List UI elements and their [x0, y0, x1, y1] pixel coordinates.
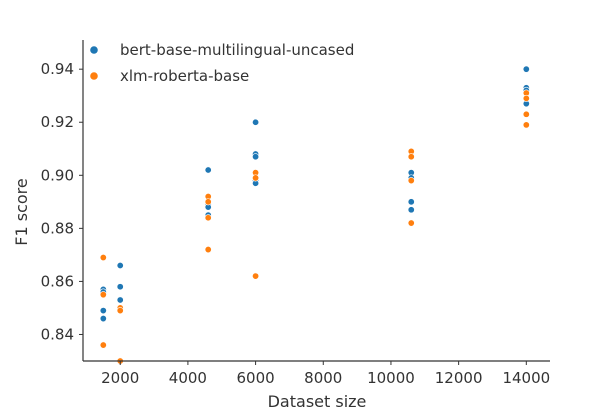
data-point [252, 153, 260, 161]
data-point [204, 166, 212, 174]
y-tick-label: 0.94 [41, 60, 74, 78]
x-tick-label: 10000 [367, 369, 415, 387]
y-tick-label: 0.88 [41, 219, 74, 237]
data-point [99, 291, 107, 299]
data-point [522, 110, 530, 118]
x-tick-label: 2000 [101, 369, 139, 387]
y-axis-label: F1 score [12, 178, 31, 245]
data-point [522, 65, 530, 73]
data-point [407, 219, 415, 227]
y-tick-labels: 0.84 0.86 0.88 0.90 0.92 0.94 [41, 60, 83, 343]
data-point [116, 261, 124, 269]
x-tick-label: 4000 [169, 369, 207, 387]
x-tick-label: 6000 [236, 369, 274, 387]
data-point [407, 153, 415, 161]
data-point [252, 272, 260, 280]
data-point [116, 283, 124, 291]
data-point [252, 118, 260, 126]
data-point [204, 198, 212, 206]
data-point [116, 296, 124, 304]
data-point [116, 307, 124, 315]
legend-marker-bert [90, 46, 98, 54]
x-tick-label: 14000 [502, 369, 550, 387]
data-point [99, 254, 107, 262]
data-point [99, 341, 107, 349]
x-tick-label: 12000 [435, 369, 483, 387]
data-point [99, 315, 107, 323]
data-point [407, 177, 415, 185]
y-tick-label: 0.92 [41, 113, 74, 131]
data-point [204, 246, 212, 254]
x-tick-label: 8000 [304, 369, 342, 387]
legend-label-xlmr: xlm-roberta-base [120, 67, 249, 85]
data-point [99, 307, 107, 315]
x-axis-label: Dataset size [268, 392, 367, 411]
series-xlmr [99, 89, 530, 365]
data-point [407, 198, 415, 206]
data-point [522, 94, 530, 102]
y-tick-label: 0.84 [41, 325, 74, 343]
x-tick-labels: 2000 4000 6000 8000 10000 12000 14000 [101, 361, 550, 387]
legend: bert-base-multilingual-uncased xlm-rober… [90, 41, 354, 85]
data-point [522, 121, 530, 129]
y-tick-label: 0.86 [41, 272, 74, 290]
y-tick-label: 0.90 [41, 166, 74, 184]
data-point [407, 206, 415, 214]
points-layer [99, 65, 530, 365]
data-point [204, 214, 212, 222]
legend-label-bert: bert-base-multilingual-uncased [120, 41, 354, 59]
legend-marker-xlmr [90, 72, 98, 80]
data-point [252, 174, 260, 182]
series-bert [99, 65, 530, 323]
